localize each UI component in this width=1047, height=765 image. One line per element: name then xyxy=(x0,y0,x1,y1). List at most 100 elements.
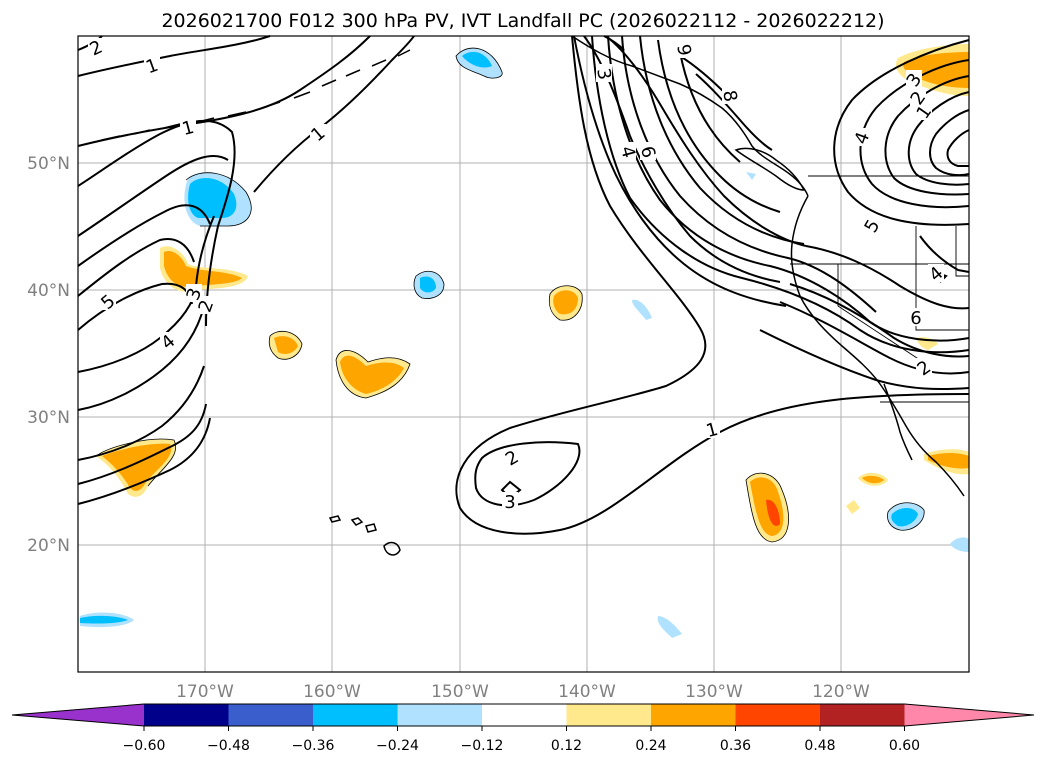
figure-title: 2026021700 F012 300 hPa PV, IVT Landfall… xyxy=(161,10,884,32)
map-frame xyxy=(77,35,970,673)
pos-patch-mid xyxy=(340,355,404,394)
neg-patch-light xyxy=(657,616,682,638)
contour-label: 1 xyxy=(704,419,720,442)
contour-line xyxy=(77,35,371,147)
colorbar-segment xyxy=(144,704,229,726)
contour-line xyxy=(77,417,211,505)
lat-label: 30°N xyxy=(27,408,70,428)
contour-line xyxy=(833,39,970,226)
hawaii-island xyxy=(350,517,364,526)
contour-line xyxy=(907,91,970,186)
contour-line xyxy=(759,329,970,391)
pos-patch-strong xyxy=(766,499,780,526)
colorbar-segment xyxy=(482,704,567,726)
colorbar-tick-label: −0.36 xyxy=(292,738,335,754)
contour-label: 4 xyxy=(616,144,639,160)
colorbar-extend-high xyxy=(904,704,1034,726)
contour-label: 1 xyxy=(180,117,196,140)
pos-patch-mid xyxy=(164,250,242,288)
colorbar-tick-label: 0.24 xyxy=(635,738,666,754)
colorbar-tick-label: −0.12 xyxy=(461,738,504,754)
colorbar-tick-label: 0.60 xyxy=(889,738,920,754)
state-border xyxy=(955,226,969,277)
california-nevada-border xyxy=(837,264,921,361)
coastline-baja xyxy=(883,383,913,461)
neg-patch-light xyxy=(746,172,756,180)
neg-patch-light xyxy=(950,537,969,552)
neg-patch-strong xyxy=(462,51,492,68)
neg-patch-strong xyxy=(420,276,436,293)
contour-label: 9 xyxy=(672,43,695,58)
contour-line xyxy=(77,155,229,237)
colorbar-segment xyxy=(820,704,905,726)
contour-line xyxy=(474,441,581,507)
hawaii-island xyxy=(365,523,377,533)
colorbar-tick-label: 0.36 xyxy=(720,738,751,754)
lat-label: 50°N xyxy=(27,154,70,174)
contour-line xyxy=(77,365,205,461)
lon-label: 140°W xyxy=(558,682,616,702)
pos-patch-light xyxy=(846,500,860,514)
contour-line xyxy=(789,283,970,358)
contour-line xyxy=(884,75,970,196)
coastline-alaska-bc xyxy=(571,35,809,197)
colorbar-segment xyxy=(566,704,651,726)
colorbar-segment xyxy=(228,704,313,726)
lon-label: 170°W xyxy=(176,682,234,702)
contour-line xyxy=(695,73,773,151)
contour-line xyxy=(657,39,781,213)
contour-line xyxy=(607,35,970,342)
contour-line xyxy=(779,301,970,375)
pos-patch-mid xyxy=(862,475,884,484)
vancouver-island xyxy=(734,147,806,191)
hawaii-island xyxy=(328,515,342,523)
political-borders xyxy=(790,175,969,403)
contour-line xyxy=(621,35,877,313)
contour-line xyxy=(859,59,970,209)
coastline-us-west xyxy=(790,195,965,497)
colorbar-extend-low xyxy=(12,704,144,726)
lat-label: 20°N xyxy=(27,536,70,556)
contour-line xyxy=(77,238,195,297)
hawaii-big-island xyxy=(383,541,401,556)
longitude-axis: 170°W 160°W 150°W 140°W 130°W 120°W xyxy=(176,682,870,702)
colorbar-segment xyxy=(735,704,820,726)
contour-line xyxy=(77,119,236,327)
contour-line xyxy=(929,109,970,177)
contour-line xyxy=(77,35,271,77)
graticule xyxy=(78,36,969,672)
contour-line xyxy=(77,204,211,267)
contour-line xyxy=(679,51,741,163)
lon-label: 130°W xyxy=(685,682,743,702)
contour-line xyxy=(77,215,215,373)
neg-patch-light xyxy=(632,299,652,320)
colorbar-tick-label: −0.48 xyxy=(207,738,250,754)
contour-label: 6 xyxy=(910,308,921,329)
latitude-axis: 50°N 40°N 30°N 20°N xyxy=(27,154,70,556)
pos-patch-mid xyxy=(903,52,969,88)
contour-line xyxy=(253,35,415,193)
colorbar-tick-label: −0.24 xyxy=(376,738,419,754)
lon-label: 160°W xyxy=(303,682,361,702)
colorbar-segment xyxy=(651,704,736,726)
colorbar-segment xyxy=(313,704,398,726)
contour-line xyxy=(77,403,207,485)
neg-patch-strong xyxy=(891,508,918,527)
colorbar: −0.60 −0.48 −0.36 −0.24 −0.12 0.12 0.24 … xyxy=(11,703,1035,754)
colorbar-tick-label: 0.48 xyxy=(804,738,835,754)
nevada-arizona-border xyxy=(915,226,969,331)
pos-patch-mid xyxy=(274,336,298,354)
contour-line xyxy=(919,235,970,273)
colorbar-segment xyxy=(397,704,482,726)
neg-patch-strong xyxy=(80,615,128,624)
contour-label: 3 xyxy=(504,492,515,513)
anomaly-outlines xyxy=(95,47,925,543)
lat-label: 40°N xyxy=(27,281,70,301)
contour-line xyxy=(573,35,787,307)
contour-line xyxy=(805,245,970,310)
contour-label: 3 xyxy=(592,67,615,82)
map-background xyxy=(78,36,969,672)
colorbar-tick-label: 0.12 xyxy=(551,738,582,754)
contour-label: 8 xyxy=(718,89,741,104)
